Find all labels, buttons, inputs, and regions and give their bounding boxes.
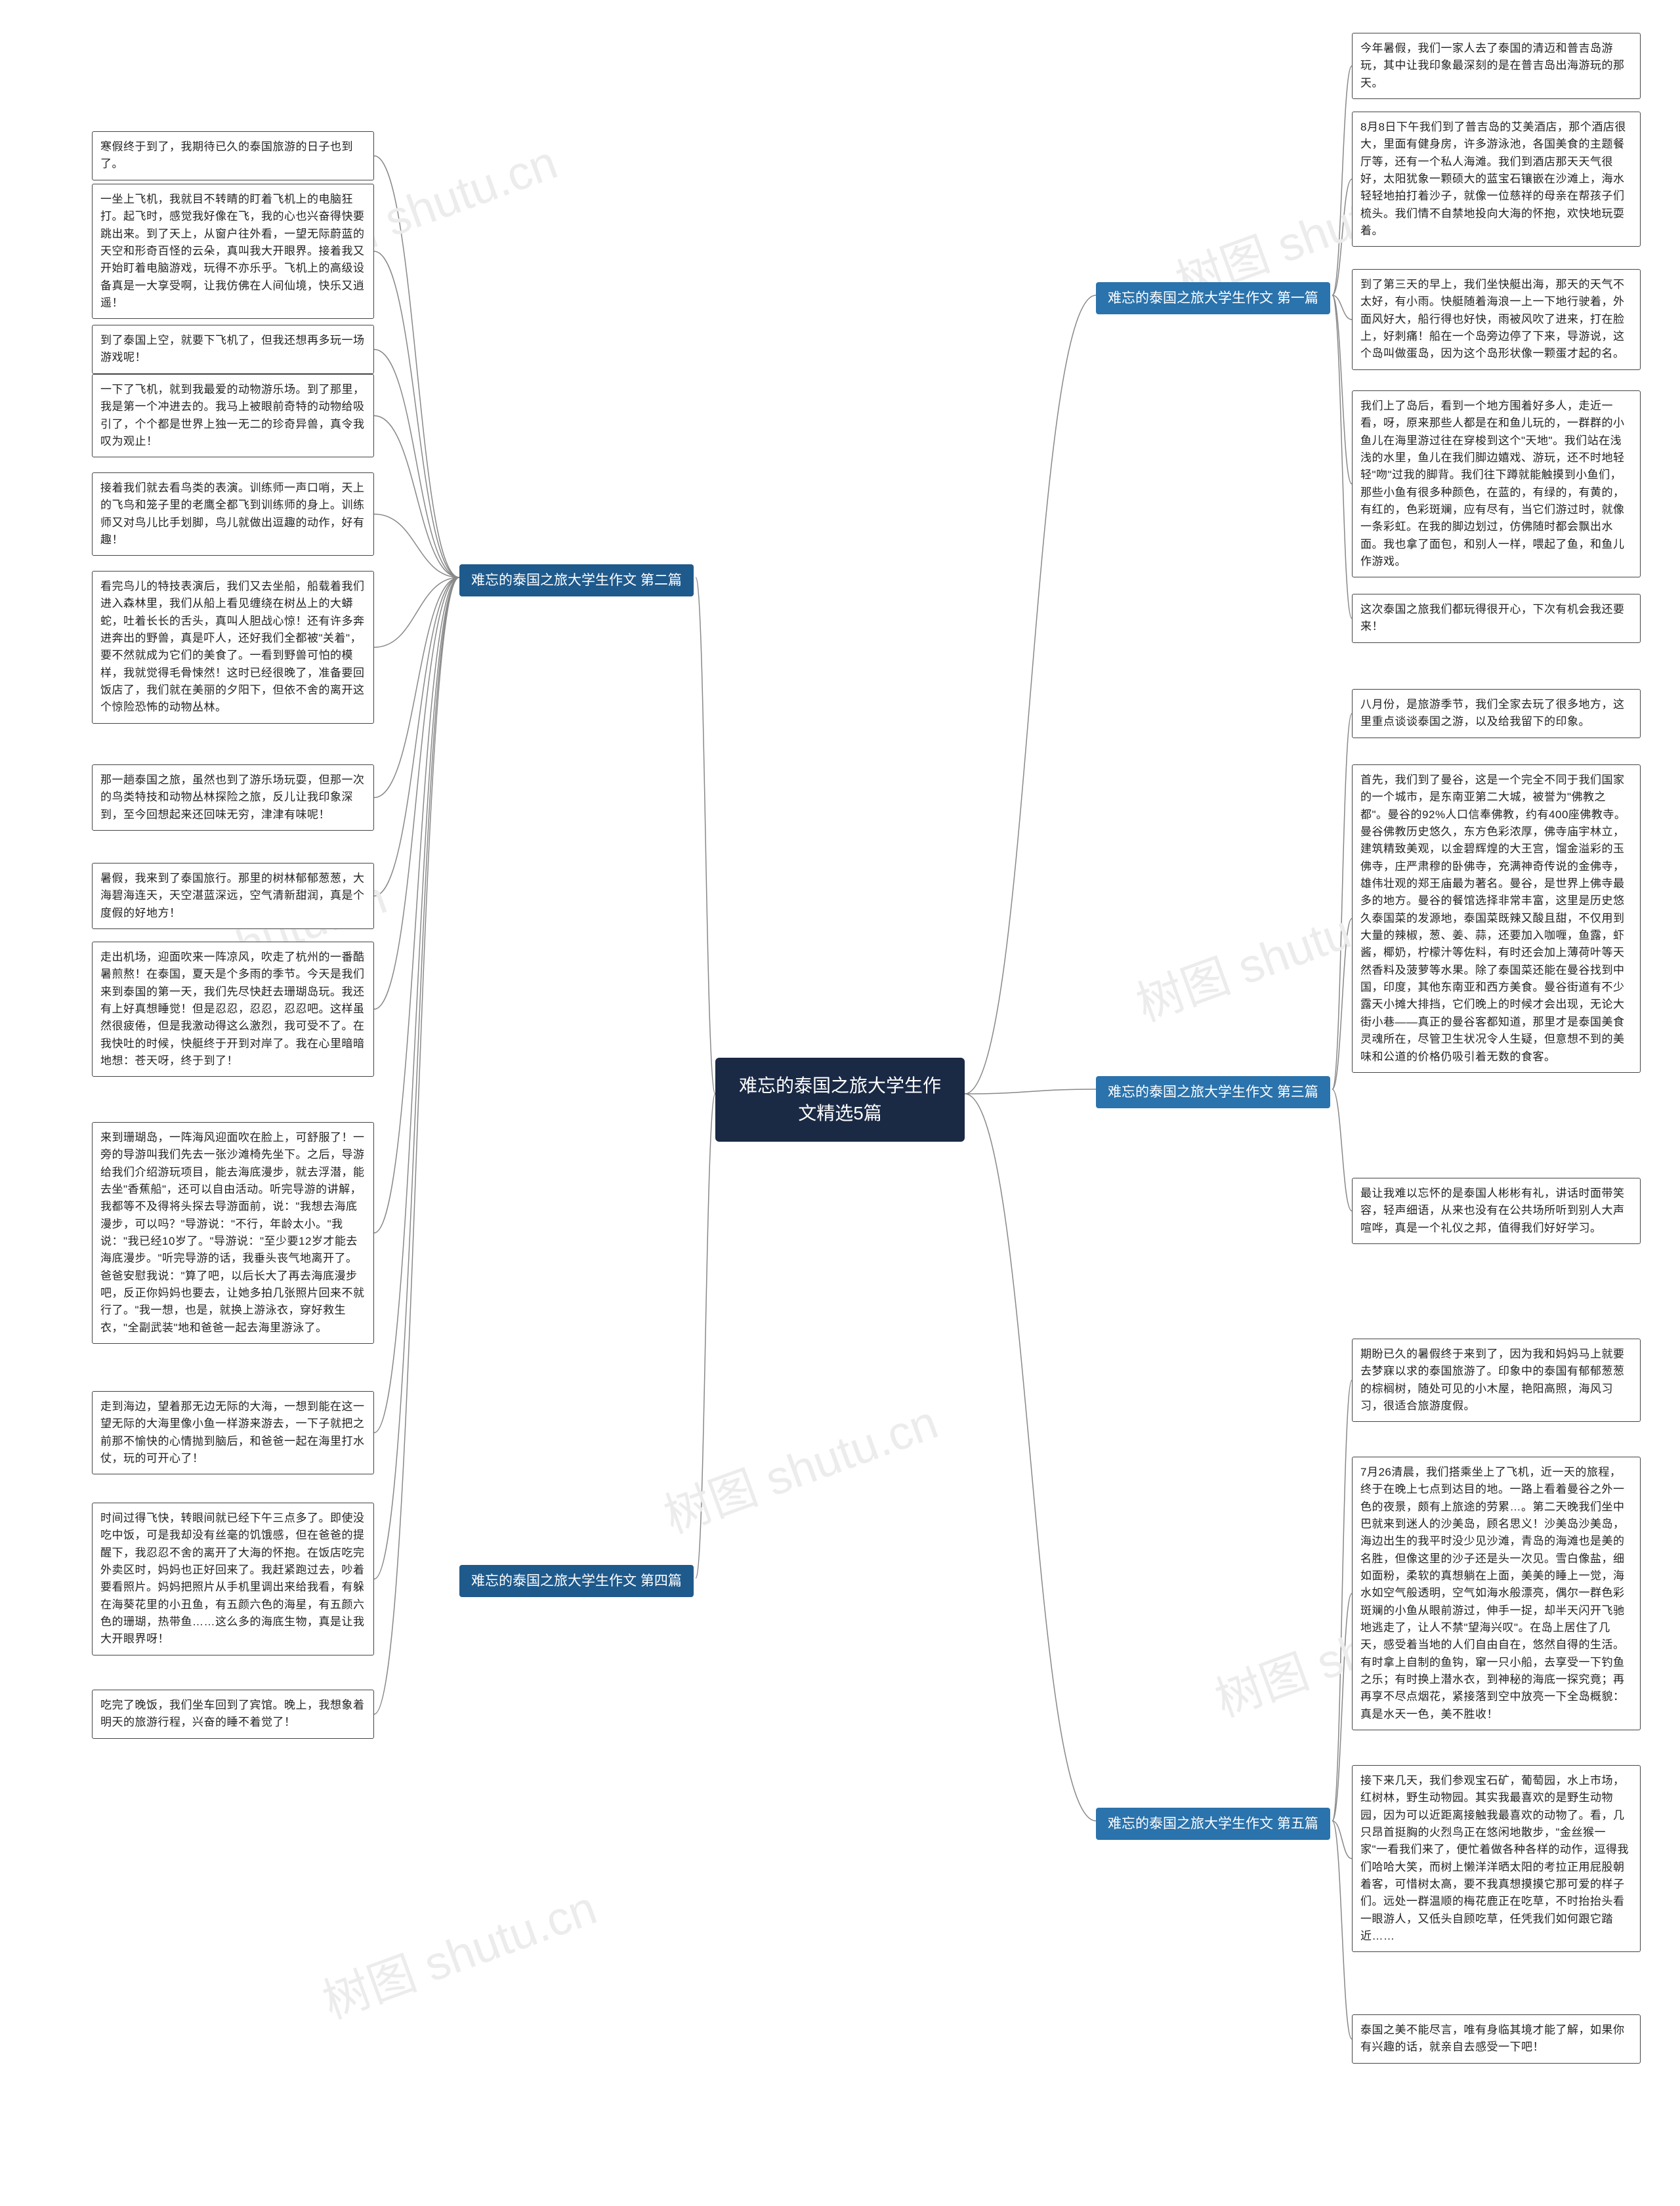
leaf-b1-4: 这次泰国之旅我们都玩得很开心，下次有机会我还要来！ bbox=[1352, 594, 1641, 643]
leaf-b5-0: 期盼已久的暑假终于来到了，因为我和妈妈马上就要去梦寐以求的泰国旅游了。印象中的泰… bbox=[1352, 1339, 1641, 1422]
leaf-b2-2: 到了泰国上空，就要下飞机了，但我还想再多玩一场游戏呢！ bbox=[92, 325, 374, 374]
leaf-b5-3: 泰国之美不能尽言，唯有身临其境才能了解，如果你有兴趣的话，就亲自去感受一下吧！ bbox=[1352, 2014, 1641, 2064]
root-node: 难忘的泰国之旅大学生作文精选5篇 bbox=[715, 1058, 965, 1142]
leaf-b2-4: 接着我们就去看鸟类的表演。训练师一声口哨，天上的飞鸟和笼子里的老鹰全都飞到训练师… bbox=[92, 472, 374, 556]
leaf-b1-1: 8月8日下午我们到了普吉岛的艾美酒店，那个酒店很大，里面有健身房，许多游泳池，各… bbox=[1352, 112, 1641, 247]
branch-b5: 难忘的泰国之旅大学生作文 第五篇 bbox=[1096, 1808, 1330, 1840]
leaf-b2-1: 一坐上飞机，我就目不转睛的盯着飞机上的电脑狂打。起飞时，感觉我好像在飞，我的心也… bbox=[92, 184, 374, 319]
watermark: 树图 shutu.cn bbox=[312, 1869, 604, 2032]
leaf-b1-3: 我们上了岛后，看到一个地方围着好多人，走近一看，呀，原来那些人都是在和鱼儿玩的，… bbox=[1352, 390, 1641, 577]
leaf-b3-2: 最让我难以忘怀的是泰国人彬彬有礼，讲话时面带笑容，轻声细语，从来也没有在公共场所… bbox=[1352, 1178, 1641, 1244]
leaf-b3-0: 八月份，是旅游季节，我们全家去玩了很多地方，这里重点谈谈泰国之游，以及给我留下的… bbox=[1352, 689, 1641, 738]
leaf-b1-2: 到了第三天的早上，我们坐快艇出海，那天的天气不太好，有小雨。快艇随着海浪一上一下… bbox=[1352, 269, 1641, 370]
branch-b3: 难忘的泰国之旅大学生作文 第三篇 bbox=[1096, 1076, 1330, 1108]
branch-b2: 难忘的泰国之旅大学生作文 第二篇 bbox=[459, 564, 694, 596]
leaf-b3-1: 首先，我们到了曼谷，这是一个完全不同于我们国家的一个城市，是东南亚第二大城，被誉… bbox=[1352, 764, 1641, 1073]
leaf-b2-9: 来到珊瑚岛，一阵海风迎面吹在脸上，可舒服了！一旁的导游叫我们先去一张沙滩椅先坐下… bbox=[92, 1122, 374, 1344]
leaf-b5-2: 接下来几天，我们参观宝石矿，葡萄园，水上市场，红树林，野生动物园。其实我最喜欢的… bbox=[1352, 1765, 1641, 1952]
leaf-b2-0: 寒假终于到了，我期待已久的泰国旅游的日子也到了。 bbox=[92, 131, 374, 180]
leaf-b2-7: 暑假，我来到了泰国旅行。那里的树林郁郁葱葱，大海碧海连天，天空湛蓝深远，空气清新… bbox=[92, 863, 374, 929]
leaf-b2-12: 吃完了晚饭，我们坐车回到了宾馆。晚上，我想象着明天的旅游行程，兴奋的睡不着觉了！ bbox=[92, 1690, 374, 1739]
leaf-b2-5: 看完鸟儿的特技表演后，我们又去坐船，船载着我们进入森林里，我们从船上看见缠绕在树… bbox=[92, 571, 374, 724]
branch-b4: 难忘的泰国之旅大学生作文 第四篇 bbox=[459, 1565, 694, 1597]
leaf-b2-11: 时间过得飞快，转眼间就已经下午三点多了。即使没吃中饭，可是我却没有丝毫的饥饿感，… bbox=[92, 1503, 374, 1655]
leaf-b2-6: 那一趟泰国之旅，虽然也到了游乐场玩耍，但那一次的鸟类特技和动物丛林探险之旅，反儿… bbox=[92, 764, 374, 831]
leaf-b2-3: 一下了飞机，就到我最爱的动物游乐场。到了那里，我是第一个冲进去的。我马上被眼前奇… bbox=[92, 374, 374, 457]
watermark: 树图 shutu.cn bbox=[653, 1384, 946, 1547]
root-title-l2: 文精选5篇 bbox=[798, 1103, 882, 1123]
leaf-b2-8: 走出机场，迎面吹来一阵凉风，吹走了杭州的一番酷暑煎熬！在泰国，夏天是个多雨的季节… bbox=[92, 942, 374, 1077]
leaf-b5-1: 7月26清晨，我们搭乘坐上了飞机，近一天的旅程，终于在晚上七点到达目的地。一路上… bbox=[1352, 1457, 1641, 1730]
leaf-b1-0: 今年暑假，我们一家人去了泰国的清迈和普吉岛游玩，其中让我印象最深刻的是在普吉岛出… bbox=[1352, 33, 1641, 99]
root-title-l1: 难忘的泰国之旅大学生作 bbox=[739, 1075, 941, 1096]
leaf-b2-10: 走到海边，望着那无边无际的大海，一想到能在这一望无际的大海里像小鱼一样游来游去，… bbox=[92, 1391, 374, 1474]
branch-b1: 难忘的泰国之旅大学生作文 第一篇 bbox=[1096, 282, 1330, 314]
